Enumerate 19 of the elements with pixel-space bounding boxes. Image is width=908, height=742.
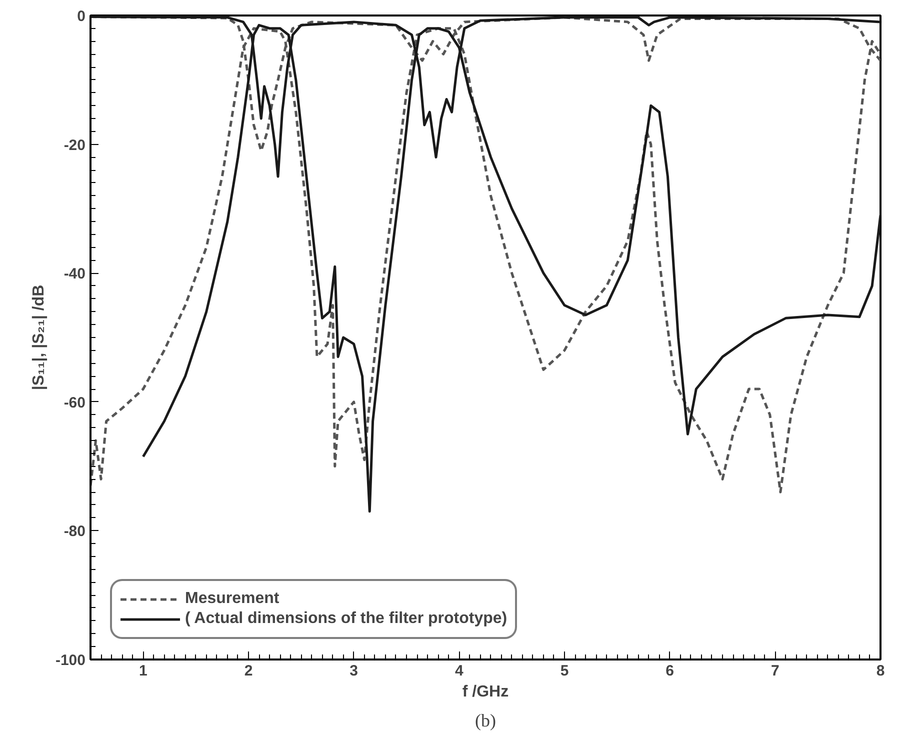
text: (b) <box>475 710 496 730</box>
y-tick-label: 0 <box>77 8 86 25</box>
x-tick-label: 3 <box>350 662 358 680</box>
x-tick-label: 5 <box>560 662 569 680</box>
x-tick-label: 8 <box>876 662 885 680</box>
y-tick-label: -60 <box>64 394 86 412</box>
y-axis-title: |S₁₁|, |S₂₁| /dB <box>30 284 48 390</box>
y-tick-label: -80 <box>64 523 86 540</box>
x-tick-label: 6 <box>666 662 674 680</box>
x-tick-label: 2 <box>244 662 253 680</box>
y-tick-label: -100 <box>55 652 86 669</box>
x-axis-title: f /GHz <box>462 684 509 700</box>
legend-label: Mesurement <box>185 590 280 608</box>
x-tick-label: 1 <box>138 662 148 680</box>
y-tick-label: -20 <box>64 136 86 154</box>
x-tick-label: 4 <box>454 662 464 680</box>
legend-label: ( Actual dimensions of the filter prototype) <box>185 610 508 628</box>
x-tick-label: 7 <box>770 662 780 680</box>
y-tick-label: -40 <box>64 266 86 283</box>
